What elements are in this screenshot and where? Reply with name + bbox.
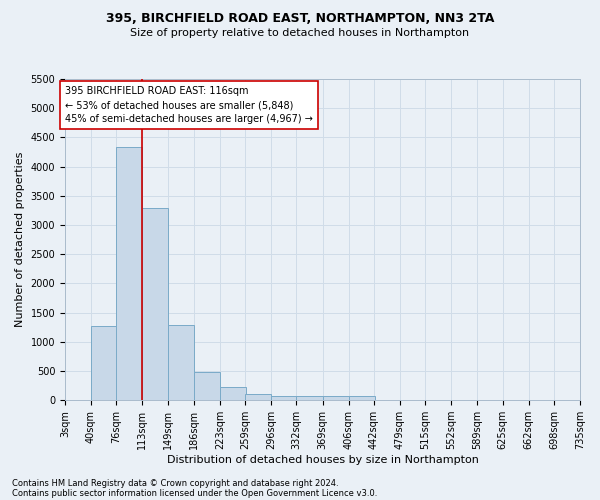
Bar <box>142 208 169 400</box>
Text: Contains public sector information licensed under the Open Government Licence v3: Contains public sector information licen… <box>12 488 377 498</box>
Text: 395 BIRCHFIELD ROAD EAST: 116sqm
← 53% of detached houses are smaller (5,848)
45: 395 BIRCHFIELD ROAD EAST: 116sqm ← 53% o… <box>65 86 313 124</box>
Text: Size of property relative to detached houses in Northampton: Size of property relative to detached ho… <box>130 28 470 38</box>
Bar <box>116 148 142 400</box>
Text: 395, BIRCHFIELD ROAD EAST, NORTHAMPTON, NN3 2TA: 395, BIRCHFIELD ROAD EAST, NORTHAMPTON, … <box>106 12 494 26</box>
Y-axis label: Number of detached properties: Number of detached properties <box>15 152 25 328</box>
Bar <box>271 396 297 400</box>
Bar <box>194 372 220 400</box>
Bar <box>168 325 194 400</box>
Bar <box>349 396 374 400</box>
Bar <box>220 387 246 400</box>
Bar <box>323 396 349 400</box>
Text: Contains HM Land Registry data © Crown copyright and database right 2024.: Contains HM Land Registry data © Crown c… <box>12 478 338 488</box>
X-axis label: Distribution of detached houses by size in Northampton: Distribution of detached houses by size … <box>167 455 478 465</box>
Bar <box>91 326 117 400</box>
Bar <box>296 396 323 400</box>
Bar <box>245 394 271 400</box>
